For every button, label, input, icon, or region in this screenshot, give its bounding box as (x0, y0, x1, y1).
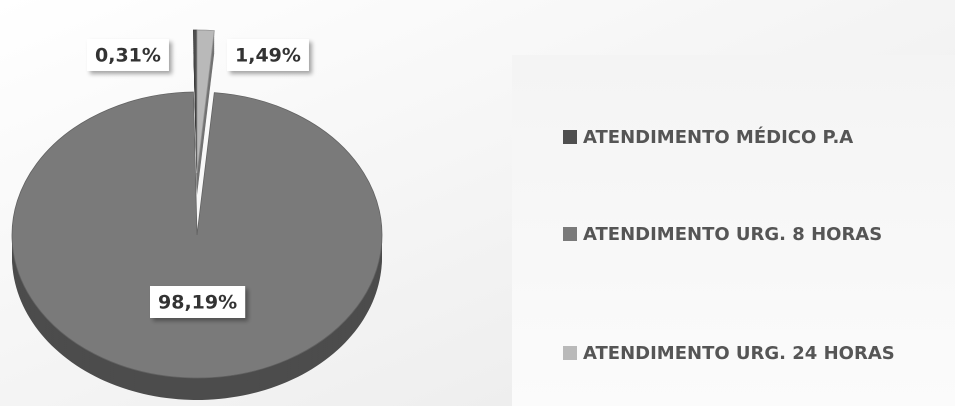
label-box (150, 286, 246, 318)
label-box (227, 39, 309, 71)
pie (11, 29, 383, 400)
legend-label: ATENDIMENTO MÉDICO P.A (583, 126, 853, 148)
data-label: 98,19% (158, 292, 237, 314)
labels: 0,31% 98,19% 1,49% (87, 39, 309, 318)
slice (196, 29, 215, 174)
slice (11, 91, 383, 379)
data-label: 0,31% (95, 45, 161, 67)
legend-swatch (563, 130, 577, 144)
legend-box (512, 55, 955, 406)
legend-swatch (563, 346, 577, 360)
legend: ATENDIMENTO MÉDICO P.A ATENDIMENTO URG. 8… (563, 126, 895, 364)
label-box (87, 39, 169, 71)
legend-swatch (563, 227, 577, 241)
legend-label: ATENDIMENTO URG. 8 HORAS (583, 224, 882, 245)
data-label: 1,49% (235, 45, 301, 67)
legend-label: ATENDIMENTO URG. 24 HORAS (583, 343, 895, 364)
